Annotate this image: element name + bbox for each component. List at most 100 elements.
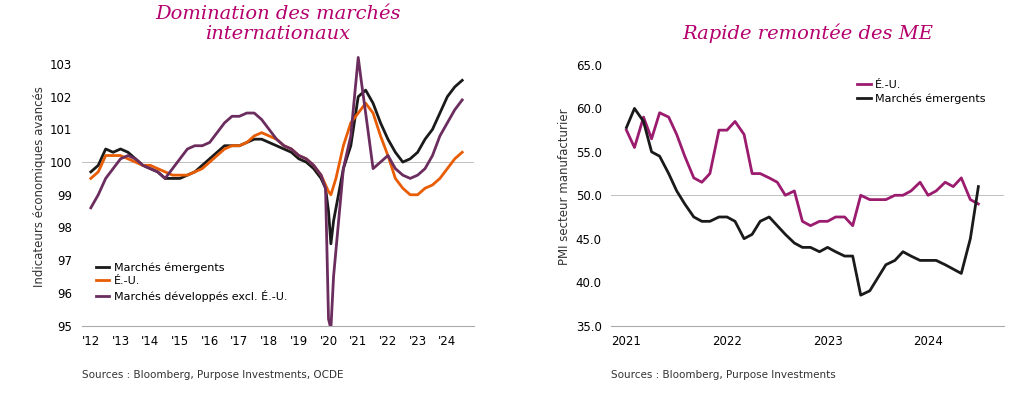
Marchés développés excl. É.-U.: [315, 173, 328, 177]
É.-U.: [188, 170, 201, 174]
Title: Rapide remontée des ME: Rapide remontée des ME: [682, 24, 933, 43]
Marchés émergents: [315, 176, 328, 181]
Legend: É.-U., Marchés émergents: É.-U., Marchés émergents: [853, 75, 990, 108]
É.-U.: [779, 193, 792, 198]
Marchés émergents: [763, 215, 775, 220]
Marchés émergents: [323, 209, 335, 214]
Marchés émergents: [863, 288, 876, 293]
Marchés émergents: [729, 219, 741, 224]
Marchés émergents: [695, 219, 708, 224]
Marchés émergents: [947, 267, 959, 272]
Marchés émergents: [788, 241, 801, 245]
É.-U.: [965, 197, 977, 202]
É.-U.: [847, 223, 859, 228]
É.-U.: [330, 176, 342, 181]
É.-U.: [307, 163, 319, 168]
É.-U.: [955, 175, 968, 180]
Marchés émergents: [939, 262, 951, 267]
É.-U.: [679, 154, 691, 158]
É.-U.: [771, 180, 783, 185]
É.-U.: [930, 189, 942, 193]
Line: Marchés développés excl. É.-U.: Marchés développés excl. É.-U.: [91, 58, 462, 329]
Marchés développés excl. É.-U.: [85, 206, 97, 210]
Marchés développés excl. É.-U.: [152, 170, 164, 174]
Marchés émergents: [839, 254, 851, 258]
Y-axis label: Indicateurs économiques avancés: Indicateurs économiques avancés: [33, 86, 46, 287]
Marchés émergents: [653, 154, 666, 158]
É.-U.: [359, 101, 372, 106]
É.-U.: [653, 110, 666, 115]
É.-U.: [821, 219, 834, 224]
Marchés émergents: [829, 249, 842, 254]
Title: Domination des marchés
internationaux: Domination des marchés internationaux: [156, 4, 400, 43]
Marchés émergents: [703, 219, 716, 224]
Marchés émergents: [713, 215, 725, 220]
Marchés émergents: [955, 271, 968, 276]
Marchés émergents: [804, 245, 816, 250]
É.-U.: [839, 215, 851, 220]
Line: É.-U.: É.-U.: [91, 103, 462, 195]
É.-U.: [922, 193, 934, 198]
Marchés développés excl. É.-U.: [325, 326, 337, 331]
Marchés émergents: [965, 236, 977, 241]
Marchés émergents: [738, 236, 751, 241]
É.-U.: [629, 145, 641, 150]
Marchés émergents: [307, 166, 319, 171]
É.-U.: [905, 189, 918, 193]
Line: Marchés émergents: Marchés émergents: [91, 80, 462, 244]
É.-U.: [746, 171, 759, 176]
Text: Sources : Bloomberg, Purpose Investments, OCDE: Sources : Bloomberg, Purpose Investments…: [82, 370, 343, 380]
É.-U.: [855, 193, 867, 198]
É.-U.: [325, 193, 337, 197]
Marchés émergents: [847, 254, 859, 258]
Marchés développés excl. É.-U.: [456, 98, 468, 102]
É.-U.: [671, 132, 683, 137]
É.-U.: [721, 128, 733, 133]
Marchés émergents: [637, 119, 649, 124]
Marchés émergents: [930, 258, 942, 263]
Marchés émergents: [671, 189, 683, 193]
É.-U.: [713, 128, 725, 133]
É.-U.: [738, 132, 751, 137]
Marchés émergents: [821, 245, 834, 250]
É.-U.: [85, 176, 97, 181]
É.-U.: [323, 189, 335, 194]
É.-U.: [863, 197, 876, 202]
É.-U.: [382, 153, 394, 158]
É.-U.: [637, 115, 649, 119]
Y-axis label: PMI secteur manufacturier: PMI secteur manufacturier: [558, 108, 571, 265]
Marchés développés excl. É.-U.: [352, 55, 365, 60]
É.-U.: [897, 193, 909, 198]
Marchés émergents: [746, 232, 759, 237]
Marchés émergents: [913, 258, 926, 263]
É.-U.: [880, 197, 892, 202]
Marchés émergents: [972, 184, 984, 189]
Marchés émergents: [721, 215, 733, 220]
É.-U.: [754, 171, 766, 176]
É.-U.: [456, 150, 468, 155]
Marchés émergents: [188, 170, 201, 174]
É.-U.: [788, 189, 801, 193]
É.-U.: [763, 175, 775, 180]
Text: Sources : Bloomberg, Purpose Investments: Sources : Bloomberg, Purpose Investments: [611, 370, 837, 380]
Marchés émergents: [85, 170, 97, 174]
Marchés émergents: [419, 137, 431, 142]
Marchés émergents: [813, 249, 825, 254]
Marchés émergents: [871, 276, 884, 280]
É.-U.: [947, 184, 959, 189]
É.-U.: [939, 180, 951, 185]
Marchés émergents: [375, 120, 387, 125]
Marchés développés excl. É.-U.: [233, 114, 246, 119]
É.-U.: [315, 173, 328, 177]
É.-U.: [695, 180, 708, 185]
Marchés développés excl. É.-U.: [319, 186, 332, 191]
Marchés émergents: [679, 202, 691, 206]
Marchés émergents: [629, 106, 641, 111]
Marchés émergents: [897, 249, 909, 254]
Marchés émergents: [797, 245, 809, 250]
É.-U.: [804, 223, 816, 228]
É.-U.: [621, 128, 633, 133]
É.-U.: [663, 115, 675, 119]
Line: É.-U.: É.-U.: [627, 113, 978, 225]
Marchés émergents: [855, 293, 867, 297]
